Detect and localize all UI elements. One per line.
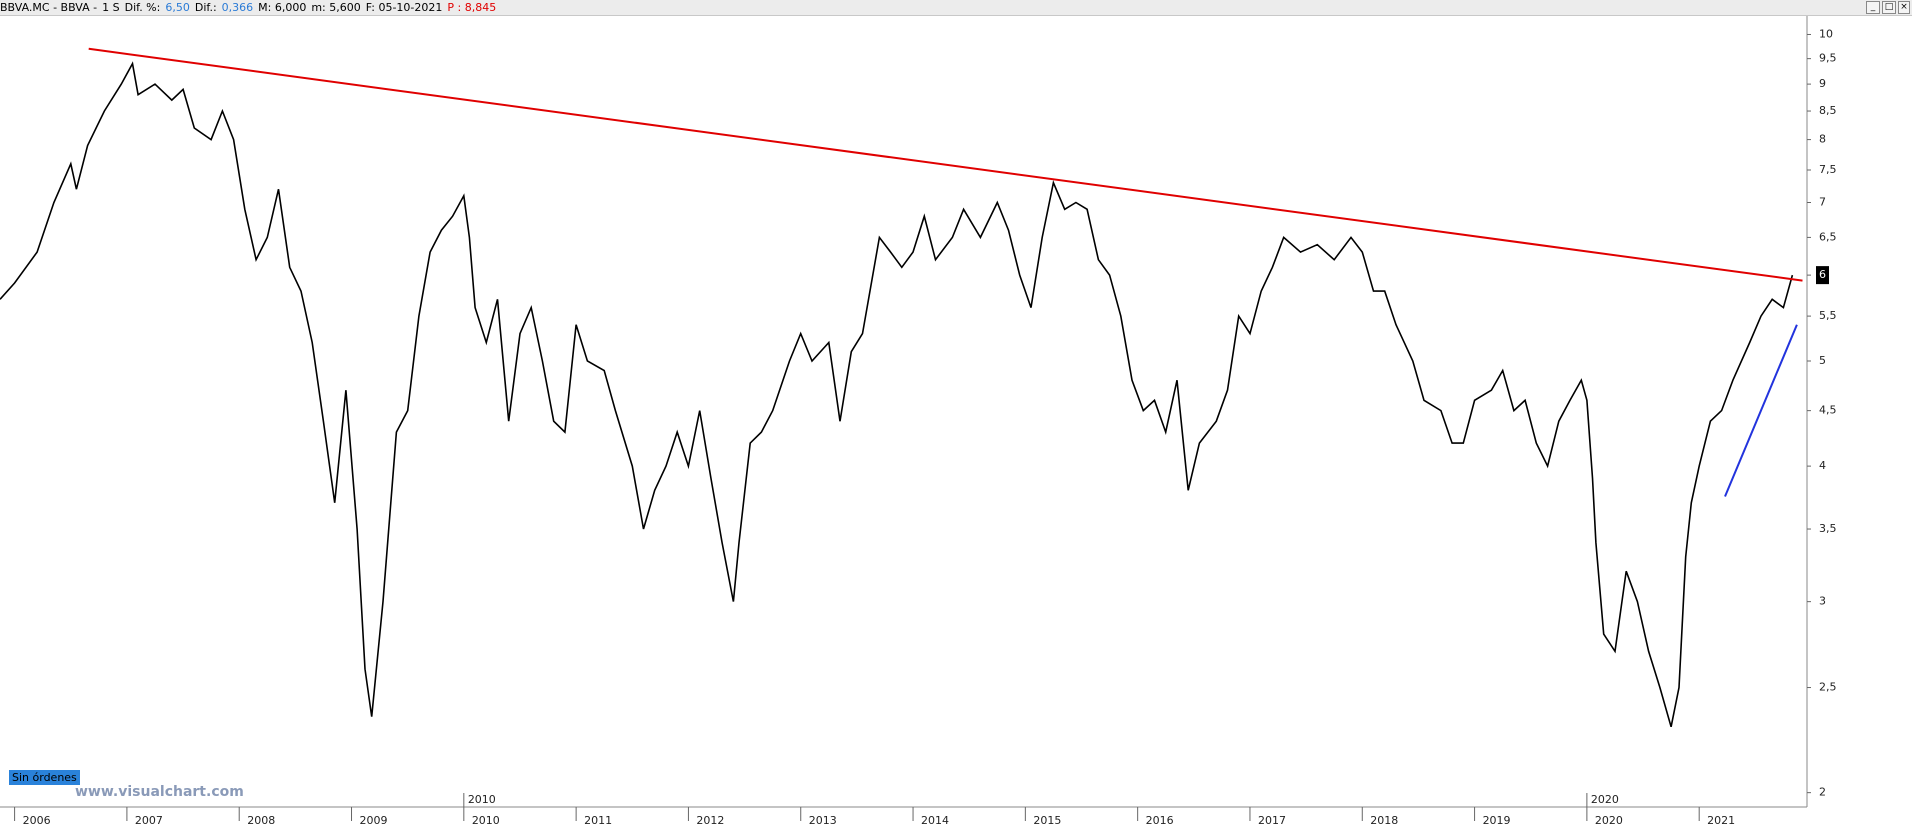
minimize-button[interactable]: _ [1866,1,1880,14]
decade-label: 2020 [1591,793,1619,806]
min: m: 5,600 [311,1,361,14]
p-value: P : 8,845 [447,1,497,14]
trendline [1724,324,1798,497]
y-tick-label: 6,5 [1819,230,1837,243]
x-tick-label: 2010 [472,814,500,827]
y-tick-label: 2,5 [1819,681,1837,694]
x-tick-label: 2008 [247,814,275,827]
y-tick-label: 2 [1819,786,1826,799]
watermark: www.visualchart.com [75,784,244,800]
decade-label: 2010 [468,793,496,806]
dif-pct: 6,50 [165,1,190,14]
x-tick-label: 2015 [1033,814,1061,827]
y-tick-label: 4 [1819,459,1826,472]
orders-button[interactable]: Sin órdenes [9,770,80,785]
x-tick-label: 2014 [921,814,949,827]
dif: 0,366 [221,1,254,14]
close-button[interactable]: × [1898,1,1910,14]
y-tick-label: 3 [1819,595,1826,608]
x-tick-label: 2020 [1595,814,1623,827]
trendline [88,47,1803,282]
last-value-box [1816,266,1829,285]
x-tick-label: 2019 [1483,814,1511,827]
dif-label: Dif.: [194,1,217,14]
maximize-button[interactable]: □ [1882,1,1896,14]
y-tick-label: 3,5 [1819,522,1837,535]
y-tick-label: 7,5 [1819,163,1837,176]
y-tick-label: 5 [1819,354,1826,367]
x-tick-label: 2018 [1370,814,1398,827]
symbol: BBVA.MC - BBVA - [0,1,98,14]
y-tick-label: 8,5 [1819,104,1837,117]
x-tick-label: 2017 [1258,814,1286,827]
x-tick-label: 2007 [135,814,163,827]
y-tick-label: 10 [1819,27,1833,40]
price-line [0,61,1794,728]
y-tick-label: 4,5 [1819,404,1837,417]
x-tick-label: 2009 [360,814,388,827]
last-value-label: 6 [1819,268,1826,281]
dif-pct-label: Dif. %: [124,1,161,14]
x-tick-label: 2016 [1146,814,1174,827]
x-tick-label: 2013 [809,814,837,827]
x-tick-label: 2021 [1707,814,1735,827]
x-tick-label: 2006 [23,814,51,827]
y-tick-label: 7 [1819,195,1826,208]
y-tick-label: 9 [1819,77,1826,90]
x-tick-label: 2012 [696,814,724,827]
header-bar: BBVA.MC - BBVA - 1 S Dif. %: 6,50 Dif.: 0,366… [0,0,1912,16]
date: F: 05-10-2021 [365,1,443,14]
x-tick-label: 2011 [584,814,612,827]
max: M: 6,000 [258,1,307,14]
y-tick-label: 5,5 [1819,309,1837,322]
period: 1 S [102,1,120,14]
y-tick-label: 9,5 [1819,52,1837,65]
y-tick-label: 8 [1819,133,1826,146]
